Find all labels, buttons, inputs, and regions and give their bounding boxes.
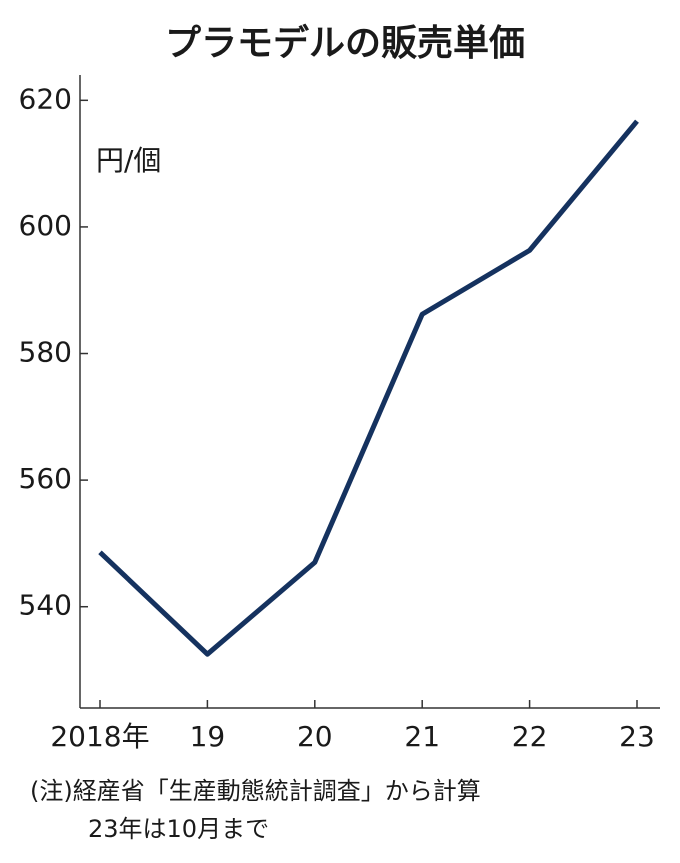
y-tick-label: 560 bbox=[19, 462, 72, 495]
x-tick-label: 2018年 bbox=[50, 720, 149, 753]
y-tick-label: 620 bbox=[19, 82, 72, 115]
x-tick-label: 23 bbox=[619, 720, 655, 753]
data-line bbox=[98, 119, 639, 657]
chart-title: プラモデルの販売単価 bbox=[165, 22, 525, 64]
y-tick-label: 580 bbox=[19, 336, 72, 369]
note: 23年は10月まで bbox=[88, 815, 269, 843]
x-tick-label: 22 bbox=[512, 720, 548, 753]
x-tick-label: 19 bbox=[190, 720, 226, 753]
y-tick-label: 540 bbox=[19, 589, 72, 622]
y-tick-label: 600 bbox=[19, 209, 72, 242]
note: (注)経産省「生産動態統計調査」から計算 bbox=[30, 777, 481, 805]
x-tick-label: 21 bbox=[404, 720, 440, 753]
x-tick-label: 20 bbox=[297, 720, 333, 753]
y-axis-unit: 円/個 bbox=[96, 144, 161, 177]
